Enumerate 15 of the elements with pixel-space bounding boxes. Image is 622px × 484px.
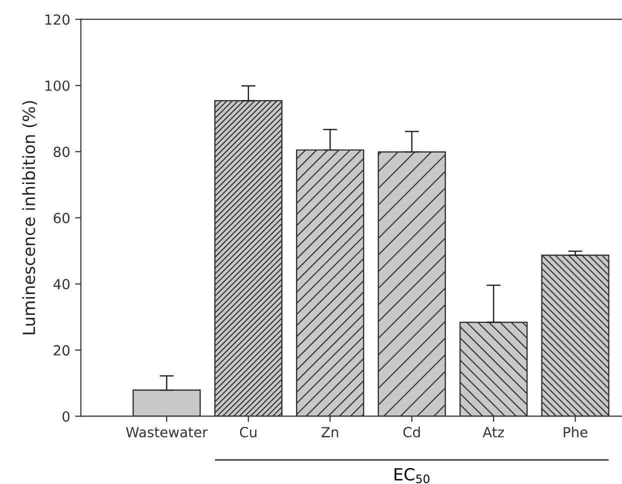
y-tick-label: 120 <box>45 14 70 25</box>
x-tick-label: Cu <box>240 426 256 438</box>
y-tick-label: 60 <box>54 212 70 224</box>
y-axis-title: Luminescence inhibition (%) <box>22 101 38 334</box>
text: EC$_{50}$ <box>394 468 430 484</box>
x-tick-label: Phe <box>564 426 588 438</box>
y-tick-label: 40 <box>53 278 70 290</box>
x-tick-label: Wastewater <box>126 427 208 438</box>
y-tick-label: 80 <box>54 146 70 158</box>
x-tick-label: Zn <box>322 427 338 438</box>
y-tick-label: 0 <box>62 411 70 422</box>
x-tick-label: Atz <box>482 427 504 438</box>
x-tick-label: Cd <box>403 426 420 438</box>
y-tick-label: 20 <box>54 345 70 356</box>
y-tick-label: 100 <box>45 80 70 91</box>
